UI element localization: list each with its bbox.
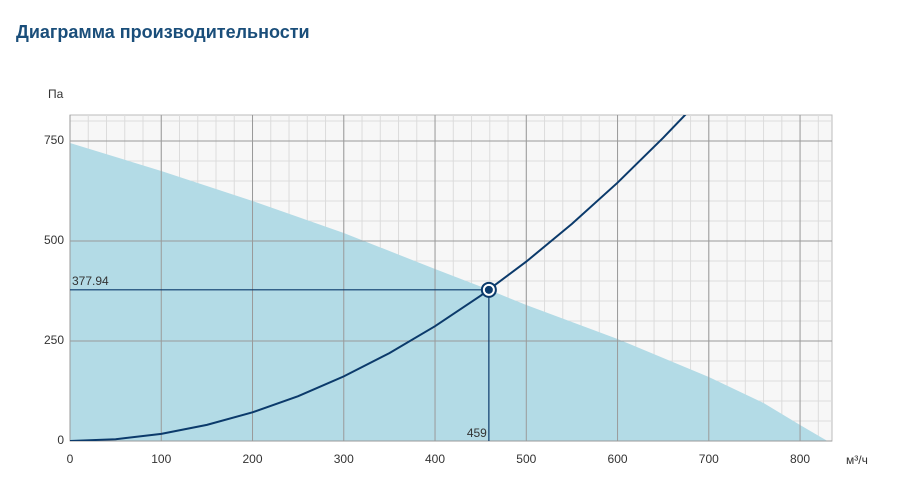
operating-point-x-label: 459 — [467, 426, 487, 440]
y-tick-label: 750 — [44, 133, 64, 147]
y-tick-label: 0 — [57, 433, 64, 447]
x-tick-label: 100 — [151, 452, 171, 466]
x-tick-label: 800 — [790, 452, 810, 466]
chart-title: Диаграмма производительности — [16, 22, 310, 42]
y-tick-label: 500 — [44, 233, 64, 247]
x-tick-label: 0 — [67, 452, 74, 466]
operating-point — [484, 285, 493, 294]
y-tick-label: 250 — [44, 333, 64, 347]
x-tick-label: 600 — [608, 452, 628, 466]
x-tick-label: 400 — [425, 452, 445, 466]
fan-curve-area — [70, 143, 828, 441]
x-tick-label: 700 — [699, 452, 719, 466]
x-tick-label: 500 — [516, 452, 536, 466]
system-curve — [70, 115, 687, 441]
x-axis-label: м³/ч — [846, 453, 868, 467]
x-tick-label: 300 — [334, 452, 354, 466]
x-tick-label: 200 — [242, 452, 262, 466]
y-axis-label: Па — [48, 87, 64, 101]
operating-point-y-label: 377.94 — [72, 274, 109, 288]
